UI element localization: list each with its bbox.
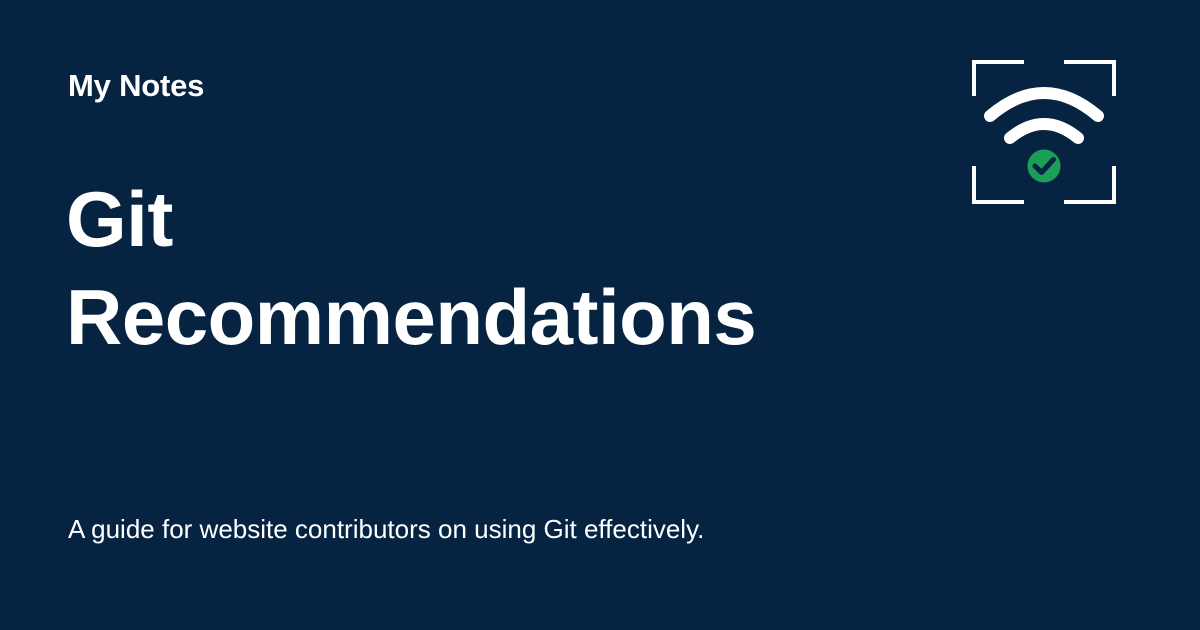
scan-frame — [972, 60, 1116, 204]
wifi-arcs — [984, 87, 1104, 144]
check-mark-icon — [1032, 157, 1056, 175]
frame-corner-bottom-left — [972, 166, 1024, 204]
page-title-line-2: Recommendations — [66, 273, 757, 361]
page-title: Git Recommendations — [66, 170, 946, 366]
page-description: A guide for website contributors on usin… — [68, 514, 705, 544]
wifi-arc-outer — [984, 87, 1104, 122]
wifi-check-icon — [972, 60, 1116, 204]
frame-corner-bottom-right — [1064, 166, 1116, 204]
frame-corner-top-left — [972, 60, 1024, 96]
frame-corner-top-right — [1064, 60, 1116, 96]
page-title-line-1: Git — [66, 175, 173, 263]
wifi-arc-inner — [1004, 118, 1084, 144]
check-badge — [1024, 146, 1064, 186]
site-name: My Notes — [68, 68, 205, 103]
